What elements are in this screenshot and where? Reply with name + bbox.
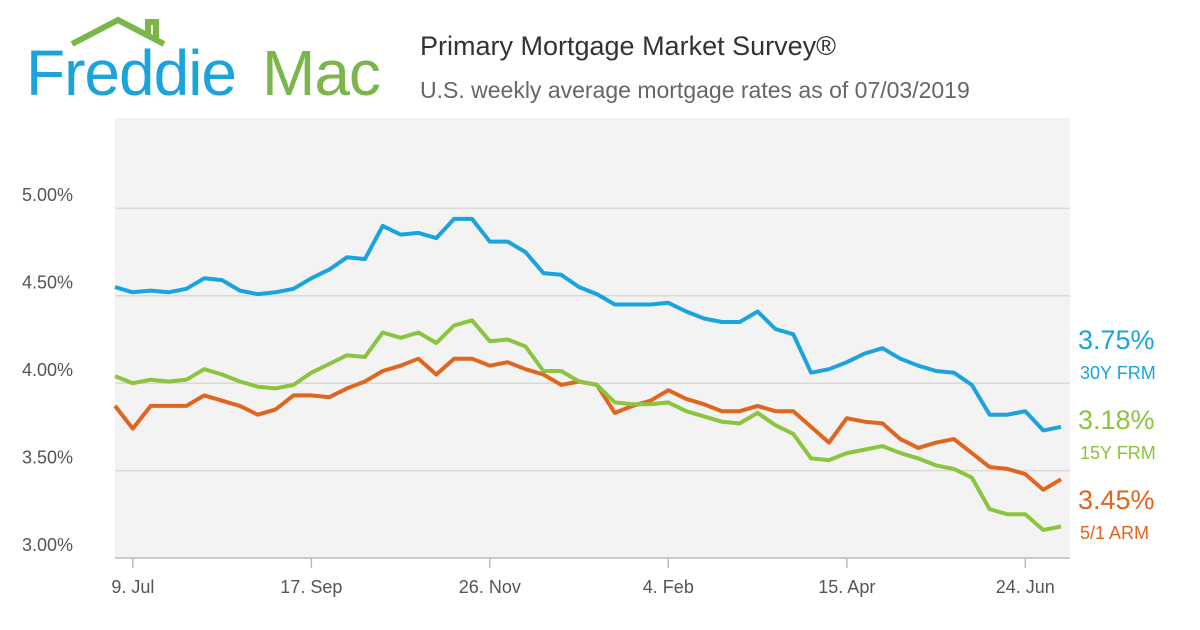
- chart-subtitle: U.S. weekly average mortgage rates as of…: [420, 77, 970, 103]
- x-tick-label: 9. Jul: [111, 577, 154, 597]
- legend-label: 5/1 ARM: [1080, 523, 1149, 543]
- y-tick-label: 3.00%: [22, 535, 73, 555]
- plot-background: [115, 118, 1070, 558]
- legend-label: 15Y FRM: [1080, 443, 1156, 463]
- end-value-label: 3.75%: [1078, 325, 1155, 355]
- end-value-label: 3.18%: [1078, 405, 1155, 435]
- x-tick-label: 15. Apr: [818, 577, 875, 597]
- series-line: [114, 216, 1062, 433]
- x-tick-label: 17. Sep: [280, 577, 342, 597]
- y-tick-label: 5.00%: [22, 185, 73, 205]
- logo-text-left: Freddie: [26, 37, 236, 109]
- x-tick-label: 4. Feb: [643, 577, 694, 597]
- logo-roof: [70, 16, 166, 47]
- x-tick-label: 26. Nov: [459, 577, 521, 597]
- logo: Freddie Mac: [26, 16, 381, 109]
- x-tick-label: 24. Jun: [996, 577, 1055, 597]
- logo-text-right: Mac: [262, 37, 380, 109]
- legend-label: 30Y FRM: [1080, 363, 1156, 383]
- y-tick-label: 3.50%: [22, 447, 73, 467]
- y-tick-label: 4.50%: [22, 273, 73, 293]
- chart-title: Primary Mortgage Market Survey®: [420, 31, 836, 61]
- end-value-label: 3.45%: [1078, 485, 1155, 515]
- y-tick-label: 4.00%: [22, 360, 73, 380]
- series-line: [114, 318, 1062, 532]
